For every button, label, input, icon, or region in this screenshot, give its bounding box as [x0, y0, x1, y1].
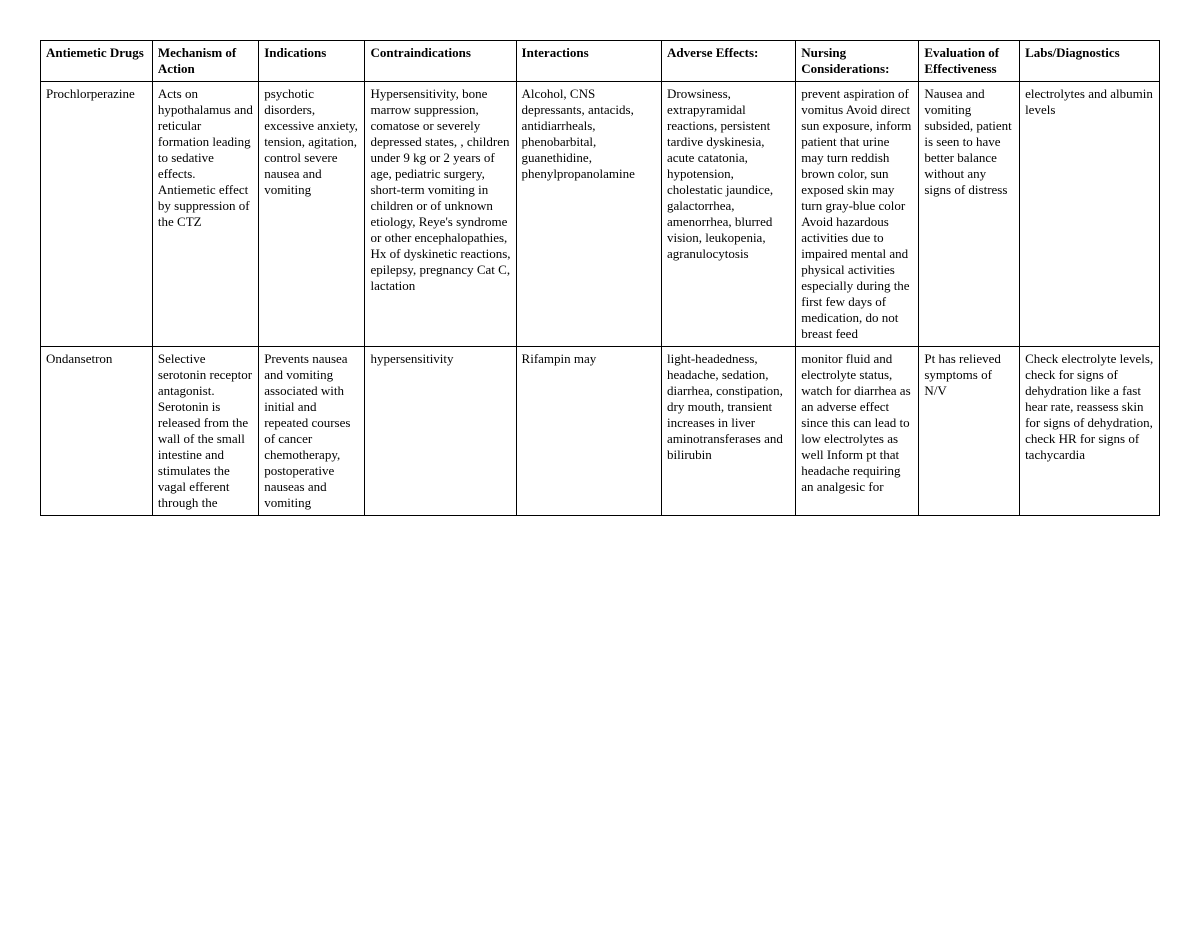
col-header-adverse: Adverse Effects:: [662, 41, 796, 82]
cell-evaluation: Pt has relieved symptoms of N/V: [919, 347, 1020, 516]
table-row: Ondansetron Selective serotonin receptor…: [41, 347, 1160, 516]
cell-drug: Ondansetron: [41, 347, 153, 516]
col-header-interactions: Interactions: [516, 41, 661, 82]
cell-contraindications: hypersensitivity: [365, 347, 516, 516]
cell-drug: Prochlorperazine: [41, 82, 153, 347]
cell-interactions: Alcohol, CNS depressants, antacids, anti…: [516, 82, 661, 347]
cell-adverse: Drowsiness, extrapyramidal reactions, pe…: [662, 82, 796, 347]
cell-evaluation: Nausea and vomiting subsided, patient is…: [919, 82, 1020, 347]
table-row: Prochlorperazine Acts on hypothalamus an…: [41, 82, 1160, 347]
table-header-row: Antiemetic Drugs Mechanism of Action Ind…: [41, 41, 1160, 82]
cell-mechanism: Acts on hypothalamus and reticular forma…: [152, 82, 258, 347]
col-header-drug: Antiemetic Drugs: [41, 41, 153, 82]
col-header-nursing: Nursing Considerations:: [796, 41, 919, 82]
cell-interactions: Rifampin may: [516, 347, 661, 516]
col-header-indications: Indications: [259, 41, 365, 82]
cell-labs: electrolytes and albumin levels: [1020, 82, 1160, 347]
cell-indications: psychotic disorders, excessive anxiety, …: [259, 82, 365, 347]
col-header-mechanism: Mechanism of Action: [152, 41, 258, 82]
cell-indications: Prevents nausea and vomiting associated …: [259, 347, 365, 516]
cell-labs: Check electrolyte levels, check for sign…: [1020, 347, 1160, 516]
cell-nursing: prevent aspiration of vomitus Avoid dire…: [796, 82, 919, 347]
col-header-contraindications: Contraindications: [365, 41, 516, 82]
antiemetic-drugs-table: Antiemetic Drugs Mechanism of Action Ind…: [40, 40, 1160, 516]
cell-mechanism: Selective serotonin receptor antagonist.…: [152, 347, 258, 516]
cell-adverse: light-headedness, headache, sedation, di…: [662, 347, 796, 516]
cell-contraindications: Hypersensitivity, bone marrow suppressio…: [365, 82, 516, 347]
col-header-labs: Labs/Diagnostics: [1020, 41, 1160, 82]
cell-nursing: monitor fluid and electrolyte status, wa…: [796, 347, 919, 516]
col-header-evaluation: Evaluation of Effectiveness: [919, 41, 1020, 82]
